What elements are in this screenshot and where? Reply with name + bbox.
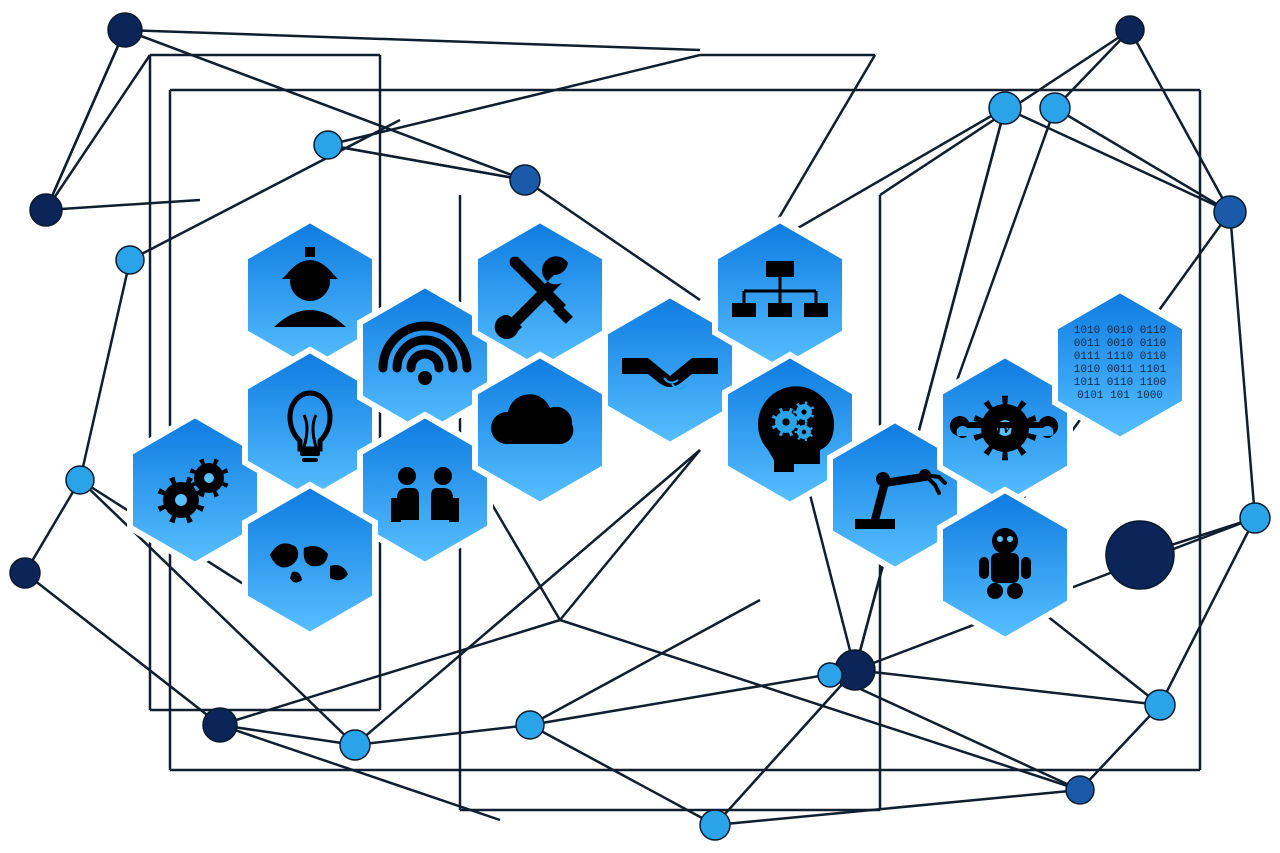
service-label: Service xyxy=(981,420,1029,437)
network-edge xyxy=(1055,30,1130,108)
hex-binary: 1010 0010 01100011 0010 01100111 1110 01… xyxy=(1055,290,1185,440)
network-node xyxy=(66,466,94,494)
network-edge xyxy=(560,620,1080,790)
network-edge xyxy=(1130,30,1230,212)
network-node xyxy=(1240,503,1270,533)
network-node xyxy=(510,165,540,195)
network-diagram: Service 1010 0010 01100011 0010 01100111 … xyxy=(0,0,1280,853)
network-edge xyxy=(25,480,80,573)
network-node xyxy=(108,13,142,47)
network-node xyxy=(1040,93,1070,123)
network-node xyxy=(116,246,144,274)
network-node xyxy=(818,663,842,687)
network-node xyxy=(203,708,237,742)
network-node xyxy=(1106,521,1174,589)
hex-tools xyxy=(475,220,605,370)
hex-lightbulb xyxy=(245,350,375,500)
network-node xyxy=(30,194,62,226)
network-node xyxy=(10,558,40,588)
network-node xyxy=(1116,16,1144,44)
network-edge xyxy=(715,790,1080,825)
network-node xyxy=(700,810,730,840)
network-node xyxy=(516,711,544,739)
network-node xyxy=(340,730,370,760)
network-edge xyxy=(220,620,560,725)
network-edge xyxy=(46,200,200,210)
network-edge xyxy=(1055,108,1230,212)
binary-line: 1010 0010 0110 xyxy=(1074,325,1166,337)
network-node xyxy=(1214,196,1246,228)
network-edge xyxy=(328,145,525,180)
binary-line: 1010 0011 1101 xyxy=(1074,364,1167,376)
network-node xyxy=(314,131,342,159)
network-edge xyxy=(1230,212,1255,518)
network-edge xyxy=(80,260,130,480)
network-edge xyxy=(125,30,700,50)
network-edge xyxy=(220,725,355,745)
hexagon-layer: Service 1010 0010 01100011 0010 01100111 … xyxy=(130,220,1185,640)
network-edge xyxy=(328,55,700,145)
network-edge xyxy=(1005,108,1230,212)
network-node xyxy=(1066,776,1094,804)
binary-line: 0011 0010 0110 xyxy=(1074,338,1166,350)
network-edge xyxy=(46,30,125,210)
network-node xyxy=(989,92,1021,124)
network-edge xyxy=(46,55,150,210)
hex-worldmap xyxy=(245,485,375,635)
network-edge xyxy=(25,573,220,725)
network-edge xyxy=(355,725,530,745)
network-edge xyxy=(1160,518,1255,705)
binary-line: 0111 1110 0110 xyxy=(1074,351,1166,363)
network-edge xyxy=(855,670,1160,705)
network-edge xyxy=(1080,705,1160,790)
network-node xyxy=(1145,690,1175,720)
binary-line: 0101 101 1000 xyxy=(1077,390,1163,402)
binary-line: 1011 0110 1100 xyxy=(1074,377,1166,389)
binary-icon: 1010 0010 01100011 0010 01100111 1110 01… xyxy=(1074,325,1167,402)
hex-cloud xyxy=(475,355,605,505)
